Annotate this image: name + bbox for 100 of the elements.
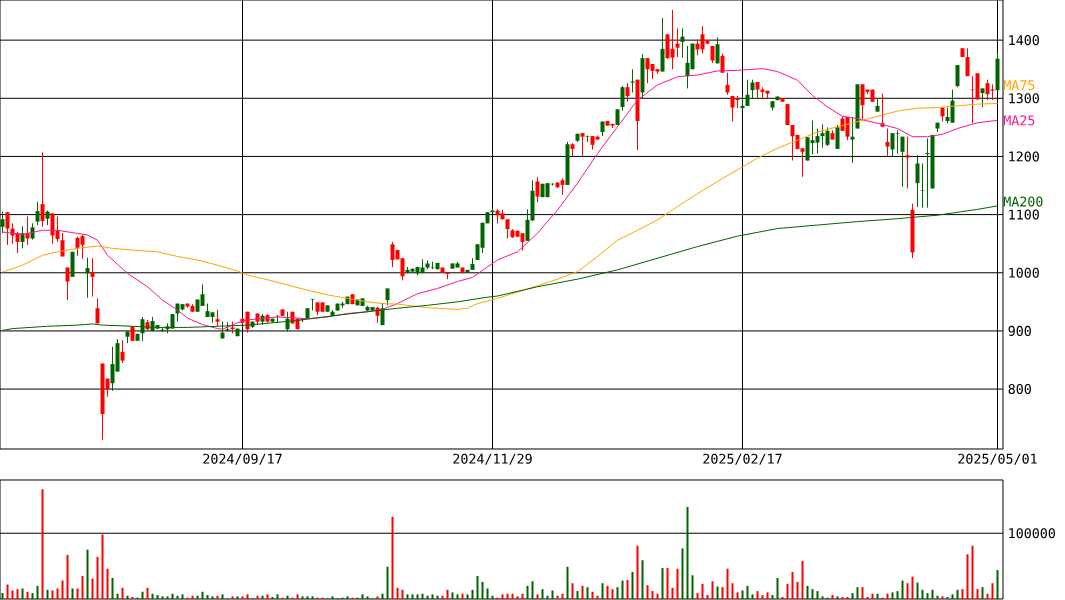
bar <box>406 594 409 599</box>
candlestick <box>535 176 540 203</box>
y-tick-label: 1300 <box>1009 93 1039 104</box>
bar <box>891 592 894 599</box>
bar <box>301 596 304 599</box>
candlestick <box>630 68 635 93</box>
bar <box>871 593 874 599</box>
candlestick <box>90 257 95 298</box>
bar <box>641 560 644 599</box>
bar <box>961 589 964 599</box>
bar <box>76 588 79 599</box>
bar <box>916 582 919 599</box>
bar <box>906 583 909 599</box>
candlestick <box>920 162 925 209</box>
candlestick <box>580 132 585 157</box>
bar <box>851 593 854 599</box>
bar <box>896 591 899 599</box>
bar <box>686 506 689 599</box>
bar <box>296 594 299 599</box>
x-tick-label: 2025/05/01 <box>958 453 1037 465</box>
y-tick-label: 1000 <box>1009 267 1039 278</box>
candlestick <box>680 28 685 59</box>
bar <box>106 568 109 599</box>
bar <box>121 587 124 599</box>
bar <box>611 589 614 599</box>
bar <box>651 591 654 599</box>
candlestick <box>5 211 10 246</box>
candlestick <box>925 137 930 209</box>
bar <box>231 596 234 599</box>
bar <box>486 588 489 599</box>
bar <box>166 596 169 599</box>
bar <box>671 587 674 599</box>
bar <box>201 591 204 599</box>
candlestick <box>725 72 730 96</box>
bar <box>771 595 774 599</box>
y-tick-label: 1200 <box>1009 151 1039 162</box>
bar <box>16 589 19 599</box>
bar <box>181 594 184 599</box>
bar <box>861 587 864 599</box>
bar <box>956 589 959 599</box>
candlestick <box>720 53 725 74</box>
candlestick <box>120 339 125 364</box>
bar <box>666 568 669 599</box>
bar <box>531 581 534 599</box>
bar <box>156 595 159 599</box>
bar <box>91 578 94 599</box>
bar <box>36 585 39 599</box>
bar <box>966 554 969 599</box>
bar <box>116 593 119 599</box>
y-tick-label: 1400 <box>1009 35 1039 46</box>
bar <box>576 591 579 599</box>
bar <box>971 545 974 599</box>
bar <box>396 587 399 599</box>
candlestick <box>810 119 815 155</box>
bar <box>416 594 419 599</box>
candlestick <box>670 9 675 70</box>
bar <box>536 594 539 599</box>
y-tick-label: 900 <box>1008 325 1031 336</box>
bar <box>806 585 809 599</box>
bar <box>591 591 594 599</box>
bar <box>146 587 149 599</box>
candlestick <box>505 218 510 239</box>
bar <box>246 594 249 599</box>
bar <box>86 549 89 599</box>
bar <box>711 581 714 599</box>
bar <box>381 593 384 599</box>
bar <box>81 575 84 599</box>
bar <box>691 575 694 599</box>
candlestick <box>620 85 625 111</box>
bar <box>606 585 609 599</box>
bar <box>21 588 24 599</box>
bar <box>511 593 514 599</box>
bar <box>221 594 224 599</box>
bar <box>211 596 214 599</box>
bar <box>361 594 364 599</box>
bar <box>276 594 279 599</box>
bar <box>66 554 69 599</box>
bar <box>886 593 889 599</box>
bar <box>646 585 649 599</box>
series-label: MA75 <box>1003 80 1035 91</box>
candlestick <box>95 297 100 324</box>
bar <box>581 585 584 599</box>
candlestick <box>850 116 855 164</box>
bar <box>311 596 314 599</box>
bar <box>991 583 994 599</box>
bar <box>521 593 524 599</box>
candlestick <box>900 136 905 188</box>
candlestick <box>730 95 735 123</box>
bar <box>451 592 454 599</box>
bar <box>306 596 309 599</box>
bar <box>6 584 9 599</box>
bar <box>171 593 174 599</box>
bar <box>656 593 659 599</box>
y-tick-label: 800 <box>1008 384 1031 395</box>
bar <box>981 587 984 599</box>
bar <box>266 594 269 599</box>
candlestick <box>310 298 315 312</box>
bar <box>566 566 569 599</box>
bar <box>836 596 839 599</box>
bar <box>111 577 114 599</box>
